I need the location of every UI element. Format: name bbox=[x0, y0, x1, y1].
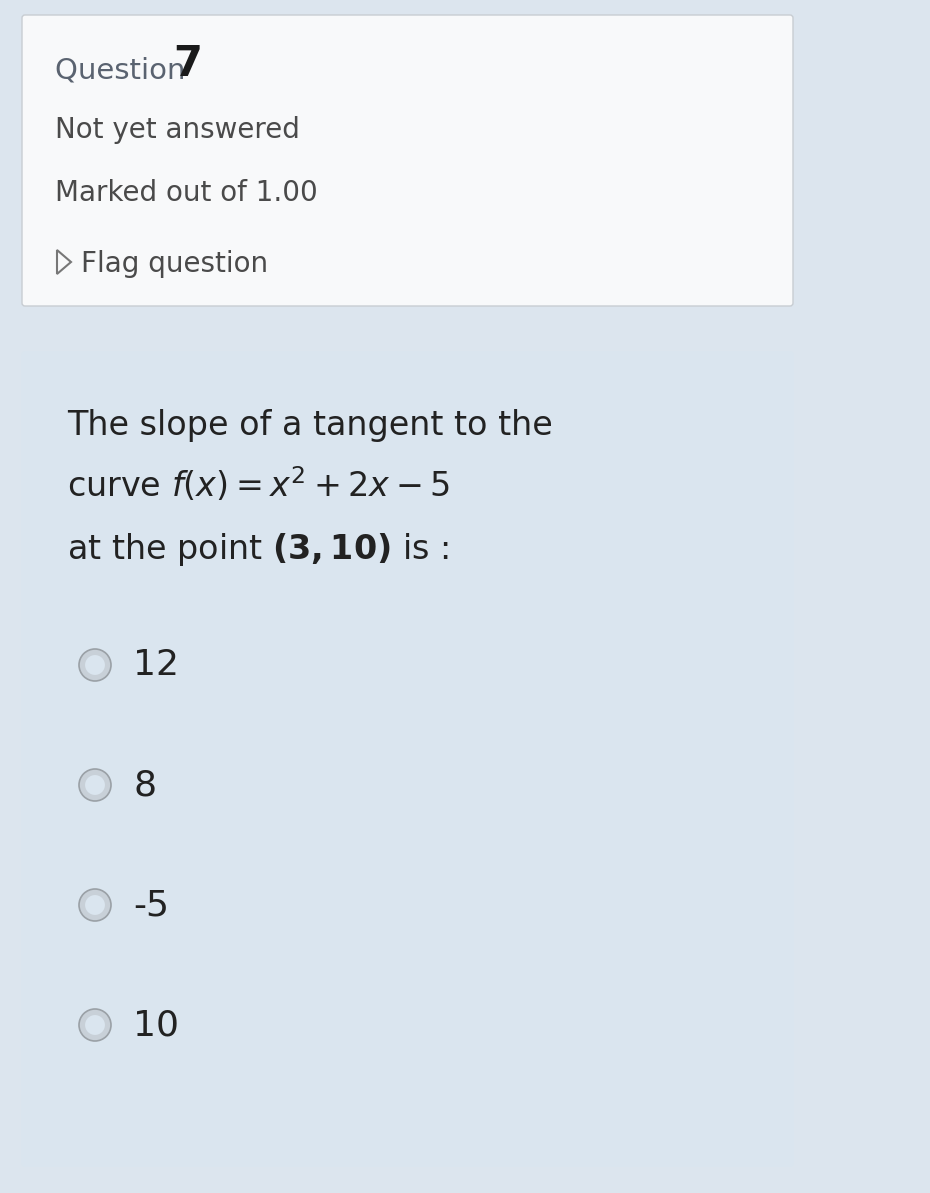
Text: 7: 7 bbox=[173, 43, 202, 85]
Text: 8: 8 bbox=[133, 768, 156, 802]
Circle shape bbox=[79, 889, 111, 921]
Circle shape bbox=[79, 769, 111, 801]
Text: 12: 12 bbox=[133, 648, 179, 682]
Text: Marked out of 1.00: Marked out of 1.00 bbox=[55, 179, 318, 208]
Circle shape bbox=[85, 655, 105, 675]
FancyBboxPatch shape bbox=[22, 16, 793, 305]
Text: Flag question: Flag question bbox=[81, 251, 268, 278]
Circle shape bbox=[79, 649, 111, 681]
Text: at the point $\mathbf{(3, 10)}$ is :: at the point $\mathbf{(3, 10)}$ is : bbox=[67, 531, 449, 568]
Text: Question: Question bbox=[55, 56, 194, 84]
Circle shape bbox=[85, 895, 105, 915]
FancyBboxPatch shape bbox=[21, 351, 794, 1167]
Text: The slope of a tangent to the: The slope of a tangent to the bbox=[67, 409, 552, 441]
Circle shape bbox=[85, 1015, 105, 1034]
Text: Not yet answered: Not yet answered bbox=[55, 116, 299, 144]
Text: 10: 10 bbox=[133, 1008, 179, 1041]
Circle shape bbox=[85, 775, 105, 795]
Text: curve $\mathit{f}(x) = x^2 + 2x - 5$: curve $\mathit{f}(x) = x^2 + 2x - 5$ bbox=[67, 465, 450, 503]
Circle shape bbox=[79, 1009, 111, 1041]
Text: -5: -5 bbox=[133, 888, 169, 922]
